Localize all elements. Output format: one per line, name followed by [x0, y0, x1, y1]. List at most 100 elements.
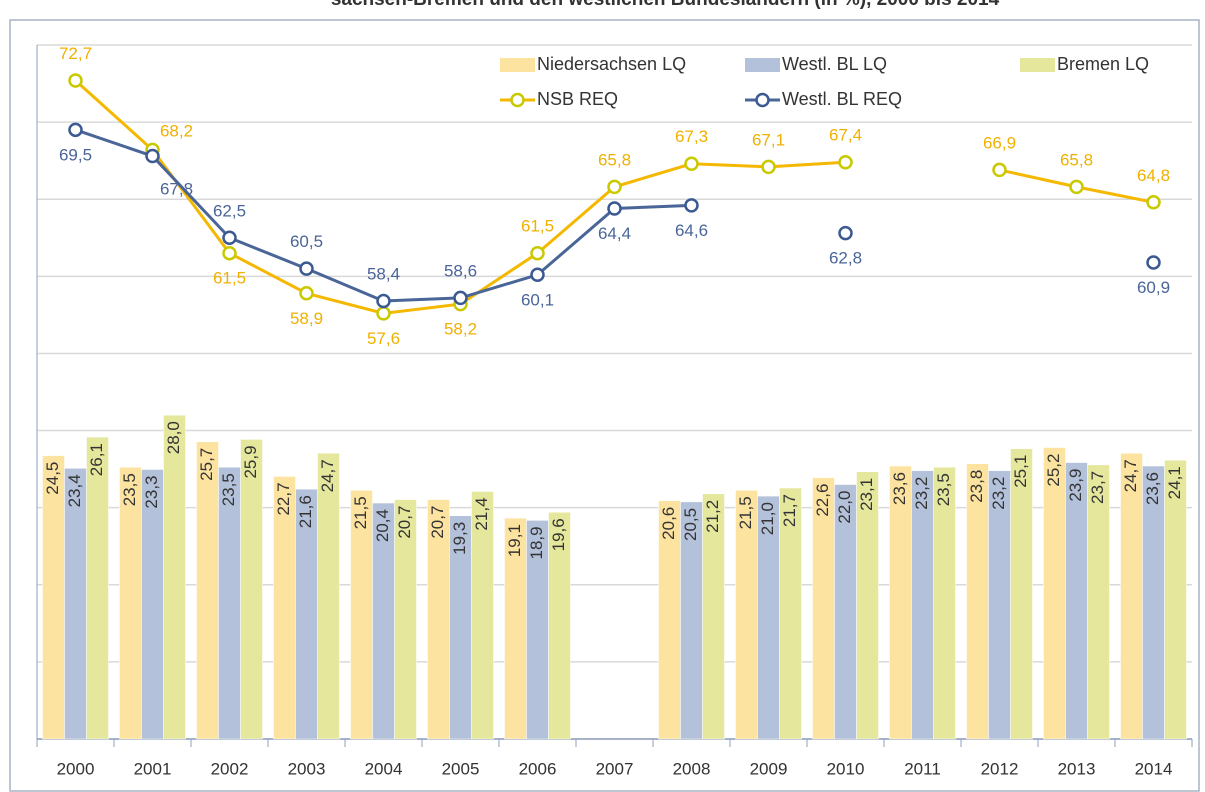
line-marker	[1146, 195, 1161, 210]
bar-label: 23,2	[989, 477, 1008, 510]
x-tick-label: 2005	[442, 759, 480, 778]
bar-label: 23,2	[912, 477, 931, 510]
x-tick-label: 2010	[827, 759, 865, 778]
bar	[548, 512, 571, 740]
line-marker	[530, 267, 545, 283]
bar	[911, 470, 934, 740]
bar-label: 20,6	[659, 507, 678, 540]
bar	[1010, 448, 1033, 740]
line-label: 64,8	[1137, 166, 1170, 185]
bar	[702, 493, 725, 740]
bar-label: 19,6	[549, 518, 568, 551]
x-tick-label: 2013	[1058, 759, 1096, 778]
line-label: 67,4	[829, 126, 862, 145]
line-marker	[684, 156, 699, 172]
bar-label: 28,0	[164, 421, 183, 454]
bar-label: 25,1	[1011, 455, 1030, 488]
x-tick-label: 2006	[519, 759, 557, 778]
line-marker	[68, 122, 83, 138]
legend-label: Westl. BL LQ	[782, 54, 887, 74]
line-marker	[222, 230, 237, 246]
bar	[933, 466, 956, 740]
bar-label: 21,6	[296, 495, 315, 528]
bar	[1043, 447, 1066, 740]
legend-marker	[510, 92, 525, 108]
bar	[966, 463, 989, 740]
bar-label: 21,5	[351, 496, 370, 529]
x-tick-label: 2004	[365, 759, 403, 778]
line-label: 67,3	[675, 127, 708, 146]
line-marker	[376, 293, 391, 309]
line-marker	[453, 290, 468, 306]
bar-label: 25,9	[241, 445, 260, 478]
bar-label: 23,3	[142, 475, 161, 508]
line-marker	[607, 201, 622, 216]
bar	[1065, 462, 1088, 740]
line-marker	[299, 286, 314, 301]
bar	[1164, 459, 1187, 740]
bar-label: 21,2	[703, 500, 722, 533]
line-label: 60,5	[290, 232, 323, 251]
bar	[889, 465, 912, 740]
bar-label: 22,7	[274, 482, 293, 515]
legend-label: NSB REQ	[537, 89, 618, 109]
x-tick-label: 2001	[134, 759, 172, 778]
bar	[1142, 465, 1165, 740]
bar-label: 23,8	[967, 470, 986, 503]
line-label: 57,6	[367, 329, 400, 348]
bar	[317, 453, 340, 740]
bar	[240, 439, 263, 740]
bar	[42, 455, 65, 740]
line-marker	[607, 179, 622, 195]
bar	[218, 466, 241, 740]
line-label: 65,8	[1060, 150, 1093, 169]
line-label: 66,9	[983, 133, 1016, 152]
bar	[86, 436, 109, 740]
bar-label: 23,6	[1143, 472, 1162, 505]
line-label: 58,6	[444, 261, 477, 280]
line-marker	[1069, 179, 1084, 195]
line-label: 68,2	[160, 121, 193, 140]
bar	[779, 487, 802, 740]
x-tick-label: 2000	[57, 759, 95, 778]
line-label: 62,8	[829, 249, 862, 268]
bar-label: 23,6	[890, 472, 909, 505]
line-label: 65,8	[598, 150, 631, 169]
x-tick-label: 2009	[750, 759, 788, 778]
bar-label: 23,4	[65, 474, 84, 507]
bar	[988, 470, 1011, 740]
legend-swatch	[500, 58, 535, 72]
x-tick-label: 2012	[981, 759, 1019, 778]
line-marker	[145, 148, 160, 164]
bar-label: 20,4	[373, 509, 392, 542]
line-marker	[222, 245, 237, 261]
line-label: 67,1	[752, 130, 785, 149]
line-label: 60,9	[1137, 278, 1170, 297]
bar-label: 25,2	[1044, 454, 1063, 487]
bar-label: 23,9	[1066, 469, 1085, 502]
bar-label: 23,5	[934, 473, 953, 506]
line-marker	[992, 162, 1007, 178]
line-marker	[1146, 255, 1161, 270]
bar-label: 21,4	[472, 497, 491, 530]
line-label: 60,1	[521, 290, 554, 309]
bar-label: 23,5	[219, 473, 238, 506]
bar-label: 20,7	[395, 506, 414, 539]
bar-label: 20,7	[428, 506, 447, 539]
line-label: 58,2	[444, 320, 477, 339]
bar	[856, 471, 879, 740]
bar-label: 20,5	[681, 508, 700, 541]
legend-label: Niedersachsen LQ	[537, 54, 686, 74]
bar-label: 26,1	[87, 443, 106, 476]
legend-marker	[755, 92, 770, 108]
bar-label: 18,9	[527, 526, 546, 559]
bar-label: 21,0	[758, 502, 777, 535]
x-tick-label: 2007	[596, 759, 634, 778]
line-marker	[376, 306, 391, 321]
line-label: 69,5	[59, 145, 92, 164]
line-label: 64,6	[675, 221, 708, 240]
bar-label: 24,7	[318, 459, 337, 492]
bar-label: 24,5	[43, 462, 62, 495]
bar-label: 21,7	[780, 494, 799, 527]
